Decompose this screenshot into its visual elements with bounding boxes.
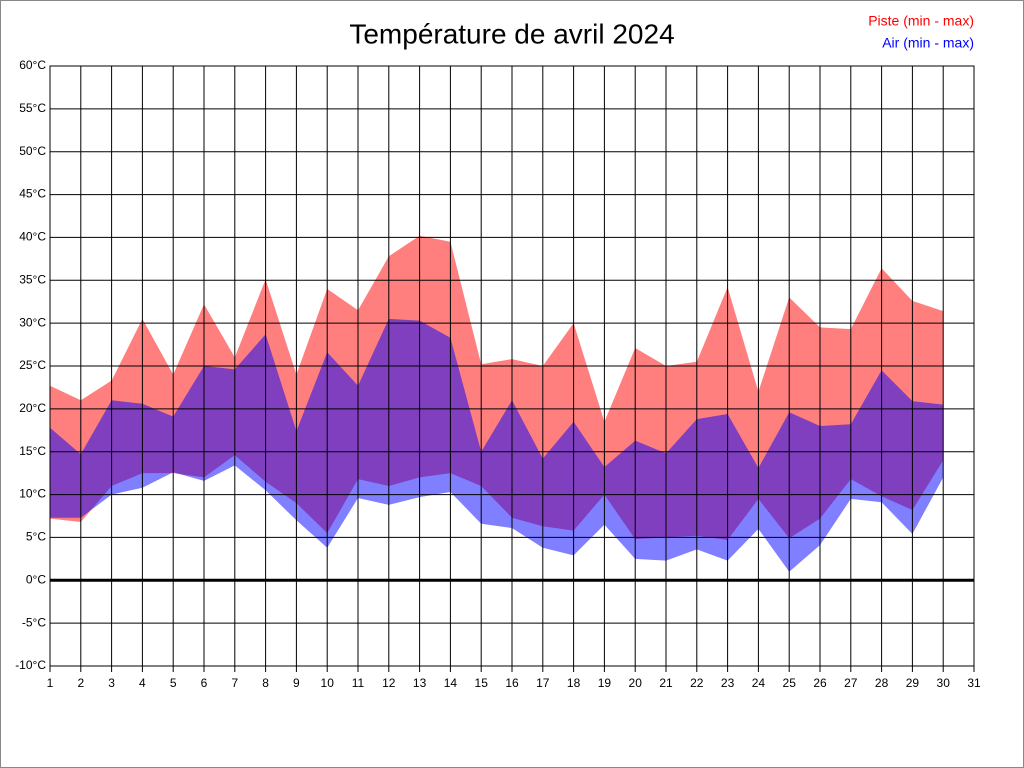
x-tick-label: 18 — [567, 676, 581, 690]
y-tick-label: -5°C — [22, 615, 46, 629]
x-tick-label: 29 — [906, 676, 920, 690]
y-tick-label: -10°C — [15, 658, 46, 672]
x-tick-label: 22 — [690, 676, 704, 690]
legend-entry: Piste (min - max) — [868, 13, 974, 29]
y-tick-label: 25°C — [19, 358, 46, 372]
x-tick-label: 24 — [752, 676, 766, 690]
x-tick-label: 31 — [967, 676, 981, 690]
y-tick-label: 0°C — [26, 572, 46, 586]
x-tick-label: 1 — [47, 676, 54, 690]
y-tick-label: 55°C — [19, 101, 46, 115]
x-tick-label: 6 — [201, 676, 208, 690]
x-tick-label: 28 — [875, 676, 889, 690]
x-tick-label: 21 — [659, 676, 673, 690]
y-tick-label: 50°C — [19, 144, 46, 158]
x-tick-label: 26 — [813, 676, 827, 690]
x-tick-label: 16 — [505, 676, 519, 690]
x-tick-label: 2 — [77, 676, 84, 690]
y-tick-label: 5°C — [26, 530, 46, 544]
y-tick-label: 10°C — [19, 487, 46, 501]
x-tick-label: 4 — [139, 676, 146, 690]
y-tick-label: 40°C — [19, 230, 46, 244]
x-tick-label: 17 — [536, 676, 550, 690]
legend-entry: Air (min - max) — [882, 35, 974, 51]
x-tick-label: 15 — [475, 676, 489, 690]
x-tick-label: 20 — [629, 676, 643, 690]
y-tick-label: 60°C — [19, 58, 46, 72]
y-tick-label: 30°C — [19, 315, 46, 329]
chart-title: Température de avril 2024 — [349, 18, 674, 49]
x-tick-label: 23 — [721, 676, 735, 690]
x-tick-label: 25 — [783, 676, 797, 690]
x-tick-label: 10 — [321, 676, 335, 690]
x-tick-label: 13 — [413, 676, 427, 690]
x-tick-label: 19 — [598, 676, 612, 690]
x-tick-label: 8 — [262, 676, 269, 690]
x-tick-label: 11 — [352, 676, 365, 690]
x-tick-label: 3 — [108, 676, 115, 690]
y-tick-label: 20°C — [19, 401, 46, 415]
x-tick-label: 12 — [382, 676, 396, 690]
x-tick-label: 7 — [231, 676, 238, 690]
x-tick-label: 9 — [293, 676, 300, 690]
x-tick-label: 27 — [844, 676, 858, 690]
x-tick-label: 30 — [937, 676, 951, 690]
x-tick-label: 14 — [444, 676, 458, 690]
y-tick-label: 15°C — [19, 444, 46, 458]
range-area — [50, 318, 944, 572]
y-tick-label: 35°C — [19, 272, 46, 286]
y-tick-label: 45°C — [19, 187, 46, 201]
x-tick-label: 5 — [170, 676, 177, 690]
